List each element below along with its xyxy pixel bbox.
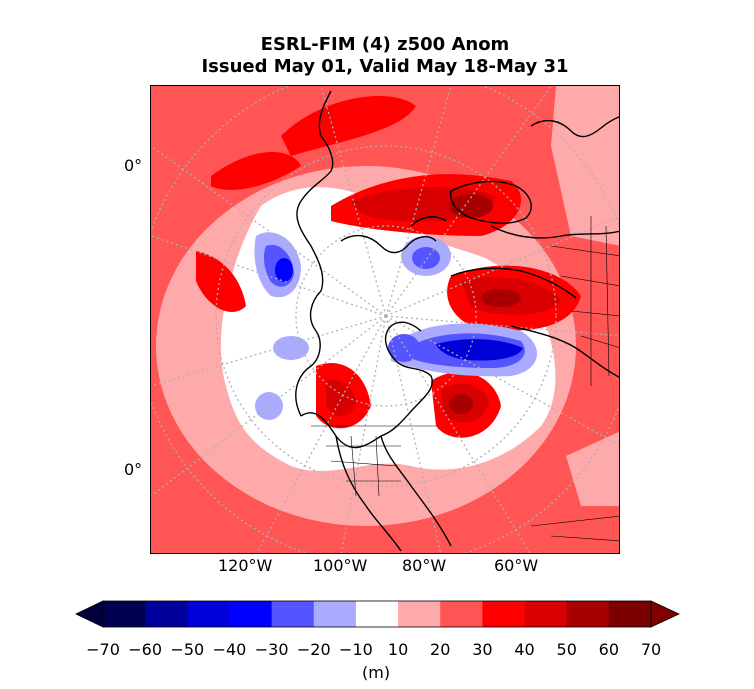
meridian-line [151,315,387,387]
colorbar-bin [566,601,610,627]
colorbar-bin [103,601,146,627]
map-title: ESRL-FIM (4) z500 Anom [260,34,510,55]
coastline [300,321,433,449]
colorbar-bin [187,601,230,627]
colorbar-tick-label: −40 [212,640,247,659]
colorbar-tick-label: 40 [514,640,535,659]
longitude-label: 60°W [494,556,539,575]
colorbar-bin [524,601,568,627]
meridian-line [385,315,619,337]
colorbar-tick-label: −60 [128,640,163,659]
longitude-label: 100°W [313,556,368,575]
border [326,435,401,497]
colorbar-extend-high [650,600,680,628]
colorbar-extend-low [75,600,104,628]
anomaly-region [481,289,521,307]
anomaly-region [566,431,619,506]
colorbar-unit-label: (m) [362,663,391,682]
anomaly-region [281,96,416,156]
borders [311,216,619,542]
coastline [296,90,334,292]
colorbar-bin [145,601,188,627]
anomaly-region [551,86,619,246]
colorbar-outline [102,600,652,628]
colorbar-tick-label: 20 [430,640,451,659]
border [530,515,619,542]
colorbar-bin [355,601,399,627]
colorbar-bin [608,601,652,627]
graticule [151,86,619,553]
colorbar-tick-label: −20 [296,640,331,659]
anomaly-region [255,392,283,420]
coastline [530,116,619,138]
coastline [380,435,452,547]
anomaly-region [275,258,293,282]
latitude-label: 0° [124,460,143,479]
colorbar-bin [313,601,357,627]
meridian-line [385,315,531,553]
colorbar-tick-label: −10 [339,640,373,659]
anomaly-region [388,334,420,362]
anomaly-region [273,336,309,360]
anomaly-region [196,251,246,312]
meridian-line [151,145,387,317]
colorbar [75,600,680,628]
coastline [335,435,402,552]
anomaly-region [211,152,301,190]
meridian-line [256,315,387,553]
anomaly-region [449,394,473,414]
coastline [449,180,532,224]
anomaly-map [151,86,619,553]
latitude-circle [215,145,557,487]
colorbar-tick-label: −50 [170,640,205,659]
coastline [510,325,619,378]
colorbar-tick-label: 70 [640,640,662,659]
map-subtitle: Issued May 01, Valid May 18-May 31 [201,56,569,77]
coastline [450,267,577,299]
colorbar-bin [271,601,315,627]
coastline [410,216,447,227]
latitude-circle [295,225,477,407]
coastline [490,225,619,239]
coastline [295,290,322,417]
anomaly-region [412,247,440,269]
coastline [340,234,437,254]
meridian-line [151,315,387,497]
colorbar-bin [440,601,483,627]
longitude-label: 80°W [402,556,447,575]
colorbar-bin [229,601,273,627]
border [590,216,610,386]
meridian-line [151,235,387,317]
map-panel [150,85,620,554]
colorbar-tick-label: −30 [254,640,289,659]
colorbar-tick-label: 60 [598,640,620,659]
meridian-line [385,315,442,553]
longitude-label: 120°W [218,556,273,575]
coastlines [295,90,619,552]
colorbar-tick-label: 10 [387,640,409,659]
colorbar-tick-label: −70 [86,640,120,659]
colorbar-tick-label: 50 [556,640,577,659]
anomaly-region [326,379,356,416]
meridian-line [385,86,552,317]
colorbar-bin [398,601,441,627]
meridian-line [340,315,387,553]
colorbar-tick-label: 30 [472,640,493,659]
colorbar-bin [482,601,526,627]
latitude-label: 0° [124,156,143,175]
